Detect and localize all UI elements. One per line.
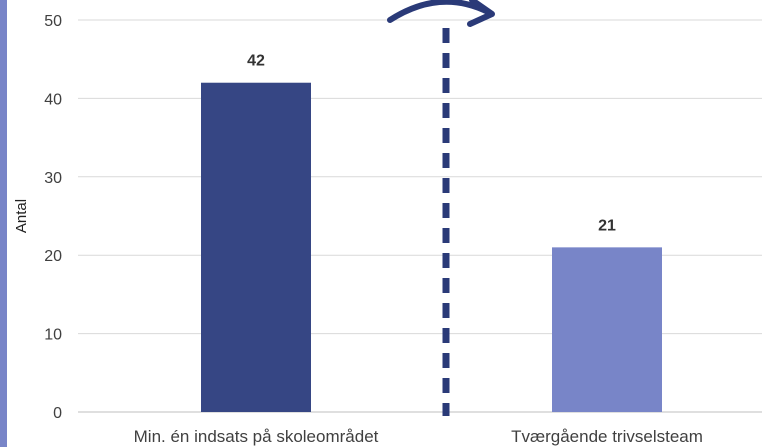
data-label: 21	[598, 217, 616, 234]
y-tick-label: 10	[44, 327, 62, 344]
y-tick-label: 20	[44, 248, 62, 265]
data-labels: 42 21	[247, 53, 616, 235]
y-axis-ticks: 0 10 20 30 40 50	[44, 13, 62, 422]
category-label: Tværgående trivselsteam	[511, 427, 703, 446]
category-label: Min. én indsats på skoleområdet	[134, 427, 379, 446]
data-label: 42	[247, 53, 265, 70]
y-tick-label: 50	[44, 13, 62, 30]
left-accent-stripe	[0, 0, 7, 447]
bar	[201, 82, 311, 412]
bars	[201, 82, 662, 412]
y-tick-label: 40	[44, 91, 62, 108]
y-tick-label: 0	[53, 405, 62, 422]
arrow-head-icon	[467, 0, 495, 27]
bar	[552, 247, 662, 412]
category-labels: Min. én indsats på skoleområdet Tværgåend…	[134, 427, 703, 446]
y-axis-label: Antal	[13, 199, 30, 233]
y-tick-label: 30	[44, 170, 62, 187]
